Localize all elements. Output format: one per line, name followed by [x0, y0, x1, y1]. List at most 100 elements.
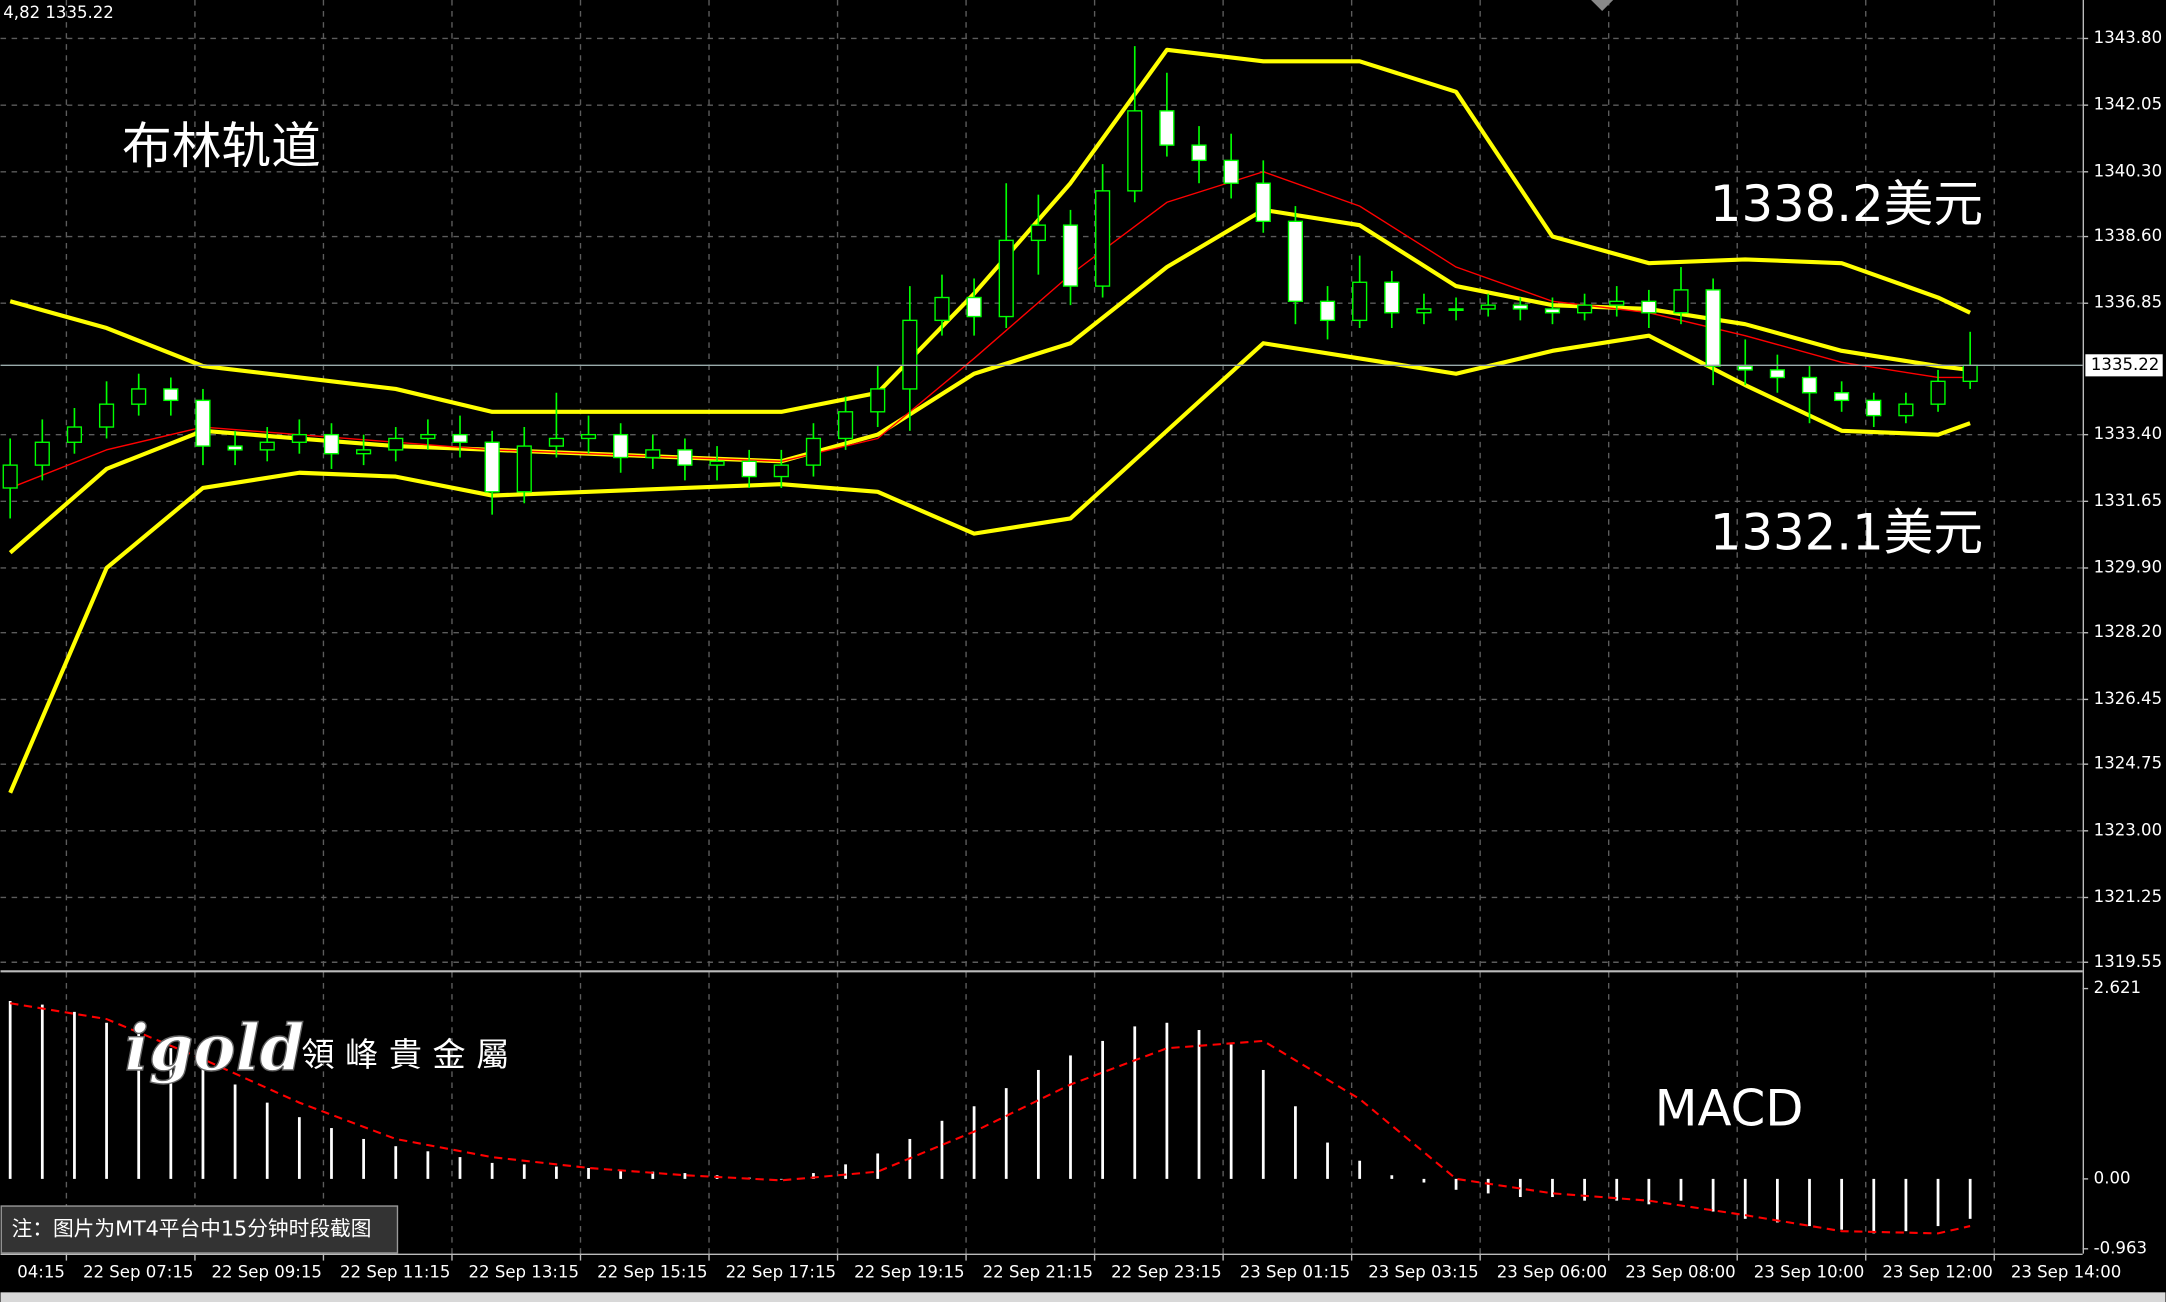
- macd-bar: [587, 1167, 590, 1179]
- macd-bar: [201, 1066, 205, 1179]
- x-tick-label: 04:15: [17, 1263, 65, 1282]
- y-tick-label: 1326.45: [2094, 689, 2162, 708]
- candle-body: [1544, 308, 1561, 314]
- candle-body: [773, 464, 789, 478]
- y-tick-label: 1329.90: [2094, 557, 2162, 576]
- candle-body: [1127, 110, 1143, 192]
- x-tick-label: 22 Sep 07:15: [83, 1263, 193, 1282]
- candle-body: [98, 403, 115, 428]
- candle-body: [837, 411, 854, 440]
- macd-bar: [1326, 1142, 1329, 1179]
- logo-name: 領 峰 貴 金 屬: [302, 1035, 510, 1074]
- macd-bar: [330, 1128, 333, 1179]
- macd-bar: [1551, 1178, 1554, 1198]
- candle-body: [484, 441, 500, 493]
- x-tick-label: 23 Sep 14:00: [2011, 1263, 2121, 1282]
- macd-bar: [394, 1146, 398, 1179]
- candle-body: [227, 445, 243, 451]
- macd-bar: [1454, 1178, 1458, 1190]
- candle-body: [1512, 304, 1528, 310]
- x-tick-label: 22 Sep 11:15: [340, 1263, 450, 1282]
- candle-body: [259, 441, 275, 451]
- candle-body: [1641, 300, 1657, 314]
- candle-body: [291, 433, 307, 443]
- macd-bar: [522, 1164, 526, 1179]
- macd-bar: [1036, 1069, 1040, 1179]
- x-tick-label: 22 Sep 09:15: [211, 1263, 321, 1282]
- note: 注：图片为MT4平台中15分钟时段截图: [12, 1217, 372, 1241]
- macd-bar: [1069, 1055, 1072, 1179]
- y-tick-label: 1331.65: [2094, 491, 2162, 510]
- x-tick-label: 22 Sep 19:15: [854, 1263, 964, 1282]
- candle-body: [741, 460, 757, 478]
- macd-bar: [1422, 1178, 1426, 1183]
- indicator-line: [8, 333, 1971, 794]
- macd-bar: [651, 1171, 655, 1179]
- macd-bar: [1197, 1030, 1201, 1179]
- y-tick-label: 1338.60: [2094, 226, 2162, 245]
- candle-body: [1480, 304, 1496, 310]
- macd-bar: [1583, 1178, 1586, 1201]
- macd-bar: [265, 1102, 269, 1179]
- candle-body: [1062, 224, 1079, 287]
- macd-bar: [1615, 1178, 1619, 1201]
- macd-bar: [1133, 1026, 1137, 1179]
- macd-bar: [1840, 1178, 1844, 1230]
- candle-body: [709, 460, 725, 466]
- y-tick-label: 1328.20: [2094, 622, 2162, 641]
- x-tick-label: 23 Sep 12:00: [1882, 1263, 1992, 1282]
- candle-body: [805, 437, 822, 466]
- shift-marker: [1591, 0, 1614, 12]
- macd-bar: [458, 1157, 462, 1179]
- candle-body: [356, 449, 372, 455]
- candle-body: [1866, 399, 1882, 417]
- macd-bar: [940, 1120, 944, 1179]
- candle-body: [580, 433, 597, 440]
- indicator-line: [9, 171, 1971, 489]
- candle-body: [131, 388, 147, 405]
- macd-bar: [1165, 1022, 1169, 1179]
- macd-bar: [779, 1178, 783, 1180]
- macd-bar: [73, 1011, 76, 1179]
- candle-body: [1737, 365, 1753, 371]
- macd-bar: [137, 1033, 141, 1179]
- x-tick-label: 22 Sep 13:15: [469, 1263, 579, 1282]
- macd-bar: [1679, 1178, 1683, 1201]
- x-tick-label: 23 Sep 10:00: [1754, 1263, 1864, 1282]
- y-tick-label: 1336.85: [2094, 293, 2162, 312]
- candle-body: [195, 399, 211, 447]
- y-tick-label: 1323.00: [2094, 820, 2162, 839]
- macd-bar: [233, 1084, 237, 1179]
- candle-body: [1769, 369, 1785, 379]
- macd-bar: [844, 1164, 847, 1179]
- note-box: [0, 1205, 399, 1254]
- candle-body: [1030, 224, 1046, 242]
- macd-bar: [619, 1170, 623, 1179]
- candle-body: [1930, 380, 1946, 405]
- last-price-label: 1335.22: [2091, 355, 2159, 374]
- candle-body: [902, 319, 918, 390]
- candle-body: [388, 437, 404, 451]
- candle-body: [1095, 190, 1111, 287]
- macd-bar: [169, 1048, 173, 1179]
- candle-body: [1673, 289, 1689, 314]
- x-tick-label: 23 Sep 03:15: [1368, 1263, 1478, 1282]
- candle-body: [645, 449, 661, 459]
- macd-bar: [1101, 1040, 1105, 1179]
- candle-body: [323, 433, 340, 455]
- candle-body: [998, 239, 1014, 318]
- macd-bar: [1743, 1178, 1747, 1219]
- y-tick-label: 1319.55: [2094, 952, 2162, 971]
- candle-body: [1705, 289, 1721, 367]
- candle-body: [870, 388, 886, 413]
- y-tick-label: 0.00: [2094, 1168, 2131, 1187]
- candle-body: [1609, 300, 1625, 306]
- indicator-line: [8, 207, 1971, 555]
- macd-bar: [812, 1173, 815, 1179]
- candle-body: [1834, 392, 1850, 402]
- x-tick-label: 23 Sep 08:00: [1625, 1263, 1735, 1282]
- candle-body: [1159, 110, 1175, 146]
- candle-body: [34, 441, 50, 466]
- header-info: 4,82 1335.22: [3, 3, 114, 22]
